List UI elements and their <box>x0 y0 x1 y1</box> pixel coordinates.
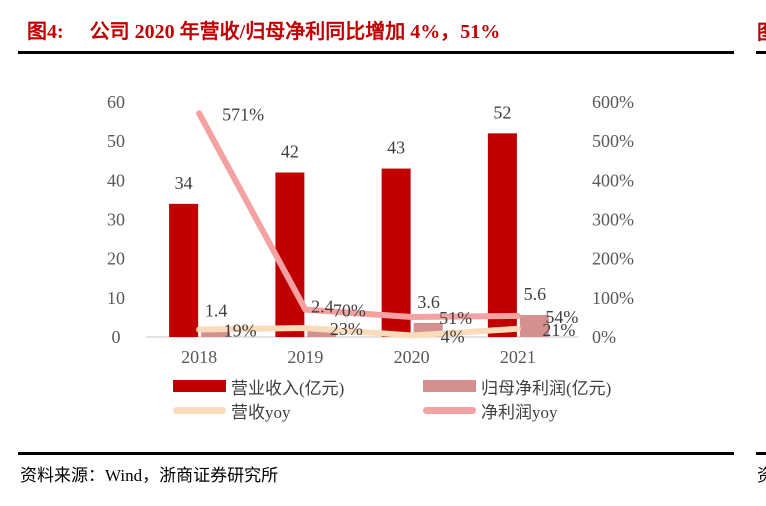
bar-revenue-label: 43 <box>387 138 405 158</box>
left-axis-tick: 10 <box>107 288 125 308</box>
bar-revenue-label: 34 <box>175 173 193 193</box>
legend-label-profit-yoy: 净利润yoy <box>481 402 558 422</box>
right-axis-tick: 400% <box>592 170 634 190</box>
bar-revenue <box>169 203 199 337</box>
left-axis-tick: 0 <box>112 327 121 347</box>
legend-item-revenue: 营业收入(亿元) <box>173 374 423 398</box>
bar-net-profit-label: 2.4 <box>311 297 334 317</box>
legend-item-revenue-yoy: 营收yoy <box>173 398 423 422</box>
x-axis-category: 2018 <box>181 347 217 367</box>
line-revenue-yoy-label: 21% <box>542 320 575 340</box>
bar-net-profit <box>201 331 231 337</box>
bar-net-profit-label: 5.6 <box>524 284 547 304</box>
title-divider <box>18 51 734 54</box>
line-revenue-yoy-label: 23% <box>330 319 363 339</box>
left-axis-tick: 60 <box>107 92 125 112</box>
adjacent-panel-divider-top <box>756 51 766 54</box>
profit-yoy-line-swatch <box>423 406 476 414</box>
x-axis-category: 2019 <box>287 347 323 367</box>
source-divider <box>18 452 734 455</box>
adjacent-panel-source-fragment: 资 <box>757 466 766 485</box>
left-axis-tick: 30 <box>107 210 125 230</box>
revenue-yoy-line-swatch <box>173 406 226 414</box>
bar-revenue <box>487 133 517 337</box>
bar-net-profit-label: 3.6 <box>417 292 440 312</box>
line-revenue-yoy <box>196 324 521 339</box>
line-profit-yoy-label: 54% <box>545 307 578 327</box>
bar-net-profit <box>307 327 337 337</box>
x-axis-category: 2021 <box>500 347 536 367</box>
net-profit-bar-swatch <box>423 380 476 392</box>
adjacent-panel-divider-bottom <box>756 452 766 455</box>
legend-label-revenue: 营业收入(亿元) <box>231 378 345 398</box>
x-axis-category: 2020 <box>394 347 430 367</box>
right-axis-tick: 0% <box>592 327 616 347</box>
bar-net-profit <box>519 315 549 337</box>
figure-title-text: 公司 2020 年营收/归母净利同比增加 4%，51% <box>89 21 501 43</box>
line-profit-yoy <box>196 110 521 321</box>
right-axis-tick: 600% <box>592 92 634 112</box>
right-axis-tick: 200% <box>592 249 634 269</box>
bar-revenue <box>381 168 411 337</box>
line-revenue-yoy-label: 4% <box>441 326 465 346</box>
legend-item-net-profit: 归母净利润(亿元) <box>423 374 673 398</box>
figure-number: 图4: <box>27 21 64 43</box>
bar-revenue-label: 42 <box>281 142 299 162</box>
legend-item-profit-yoy: 净利润yoy <box>423 398 673 422</box>
bar-revenue-label: 52 <box>493 102 511 122</box>
left-axis-tick: 40 <box>107 170 125 190</box>
line-profit-yoy-label: 51% <box>439 308 472 328</box>
legend-label-net-profit: 归母净利润(亿元) <box>481 378 612 398</box>
line-revenue-yoy-label: 19% <box>224 321 257 341</box>
left-axis-tick: 20 <box>107 249 125 269</box>
right-axis-tick: 500% <box>592 131 634 151</box>
bar-revenue <box>275 172 305 337</box>
source-text: 资料来源：Wind，浙商证券研究所 <box>20 466 279 485</box>
bar-net-profit-label: 1.4 <box>205 301 228 321</box>
line-profit-yoy-label: 70% <box>333 301 366 321</box>
line-profit-yoy-label: 571% <box>222 104 264 124</box>
left-axis-tick: 50 <box>107 131 125 151</box>
figure-title: 图4: 公司 2020 年营收/归母净利同比增加 4%，51% <box>27 15 500 44</box>
right-axis-tick: 100% <box>592 288 634 308</box>
right-axis-tick: 300% <box>592 210 634 230</box>
adjacent-panel-title-fragment: 图 <box>757 16 766 45</box>
revenue-bar-swatch <box>173 380 226 392</box>
legend-label-revenue-yoy: 营收yoy <box>231 402 291 422</box>
legend: 营业收入(亿元) 归母净利润(亿元) 营收yoy 净利润yoy <box>173 374 673 422</box>
